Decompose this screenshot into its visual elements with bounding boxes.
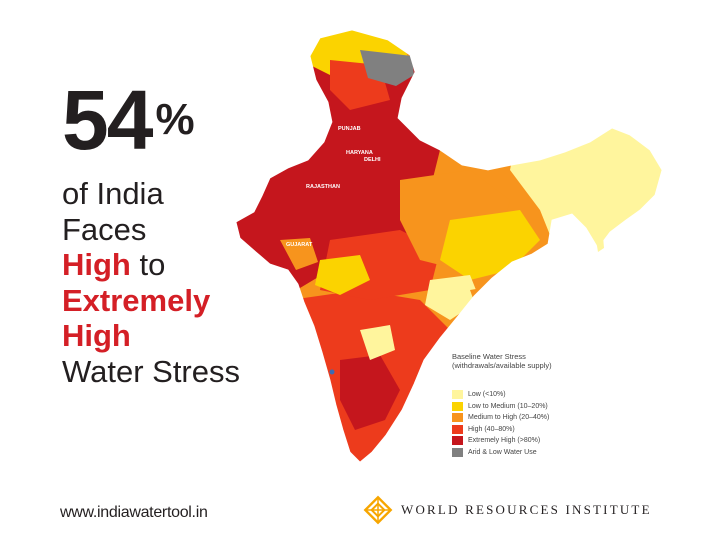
legend-title-1: Baseline Water Stress bbox=[452, 352, 526, 361]
headline-line-1: of India bbox=[62, 176, 164, 211]
legend-swatch-low-medium bbox=[452, 401, 463, 411]
percent-sign: % bbox=[155, 95, 195, 144]
legend-item-extremely-high: Extremely High (>80%) bbox=[452, 435, 612, 447]
region-arid bbox=[360, 50, 414, 86]
headline-to: to bbox=[130, 247, 166, 282]
region-south-extremely-high bbox=[340, 355, 400, 430]
map-legend: Baseline Water Stress (withdrawals/avail… bbox=[452, 352, 612, 458]
region-east-medium-high bbox=[470, 285, 505, 318]
legend-item-high: High (40–80%) bbox=[452, 424, 612, 436]
headline: 54 % of India Faces High to Extremely Hi… bbox=[62, 78, 262, 389]
headline-line-6: Water Stress bbox=[62, 353, 240, 389]
headline-percentage: 54 % bbox=[62, 78, 262, 162]
state-label-delhi: DELHI bbox=[364, 157, 381, 163]
legend-swatch-high bbox=[452, 424, 463, 434]
wri-wordmark: WORLD RESOURCES INSTITUTE bbox=[401, 502, 652, 517]
region-central-low-medium bbox=[440, 210, 540, 280]
legend-items: Low (<10%) Low to Medium (10–20%) Medium… bbox=[452, 389, 612, 458]
legend-label-arid: Arid & Low Water Use bbox=[468, 448, 537, 456]
headline-line-4: Extremely bbox=[62, 282, 211, 318]
headline-line-3: High to bbox=[62, 247, 262, 283]
headline-line-5: High bbox=[62, 318, 131, 353]
wri-logo: WORLD RESOURCES INSTITUTE bbox=[365, 497, 652, 523]
legend-label-low-medium: Low to Medium (10–20%) bbox=[468, 402, 548, 410]
headline-number: 54 bbox=[62, 73, 153, 167]
legend-label-low: Low (<10%) bbox=[468, 391, 506, 399]
legend-swatch-medium-high bbox=[452, 413, 463, 423]
legend-swatch-arid bbox=[452, 447, 463, 457]
legend-label-high: High (40–80%) bbox=[468, 425, 515, 433]
sri-lanka-gap-marker bbox=[329, 369, 335, 375]
headline-high: High bbox=[62, 247, 131, 282]
wri-logo-icon bbox=[363, 495, 393, 525]
headline-line-2: Faces bbox=[62, 211, 147, 247]
legend-item-medium-high: Medium to High (20–40%) bbox=[452, 412, 612, 424]
legend-label-medium-high: Medium to High (20–40%) bbox=[468, 414, 550, 422]
state-label-haryana: HARYANA bbox=[346, 150, 373, 156]
legend-swatch-low bbox=[452, 390, 463, 400]
legend-item-low: Low (<10%) bbox=[452, 389, 612, 401]
state-label-rajasthan: RAJASTHAN bbox=[306, 184, 340, 190]
region-gujarat-medium-high bbox=[280, 238, 318, 270]
andaman-islands bbox=[596, 236, 604, 252]
legend-item-arid: Arid & Low Water Use bbox=[452, 447, 612, 459]
legend-swatch-extremely-high bbox=[452, 436, 463, 446]
legend-title-2: (withdrawals/available supply) bbox=[452, 361, 552, 370]
legend-label-extremely-high: Extremely High (>80%) bbox=[468, 437, 541, 445]
legend-item-low-medium: Low to Medium (10–20%) bbox=[452, 401, 612, 413]
region-south-low bbox=[360, 325, 395, 360]
website-url[interactable]: www.indiawatertool.in bbox=[60, 504, 208, 521]
state-label-gujarat: GUJARAT bbox=[286, 242, 313, 248]
region-west-low-medium bbox=[315, 255, 370, 295]
state-label-punjab: PUNJAB bbox=[338, 126, 361, 132]
